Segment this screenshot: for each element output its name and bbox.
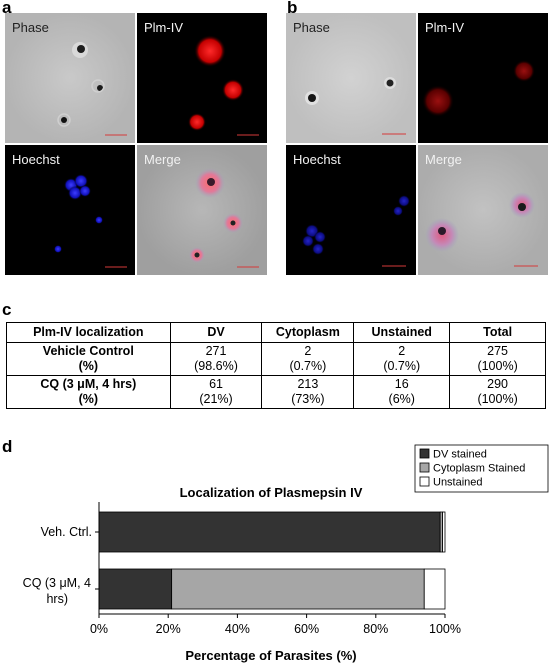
legend-entry: Unstained [433,477,483,489]
header-cell: Unstained [353,322,451,343]
panel-letter-c: c [2,300,12,319]
localization-stacked-bar-chart: DV stained Cytoplasm Stained Unstained Loc… [23,444,549,663]
panel-letter-d: d [2,437,13,456]
chart-axes [95,502,446,618]
cell-count: 16 [394,377,409,391]
chart-title: Localization of Plasmepsin IV [180,485,363,500]
header-cell: Plm-IV localization [6,322,171,343]
cell-percent: (98.6%) [194,359,238,373]
bar-segment [171,568,425,610]
table-cell: 2 (0.7%) [261,342,355,376]
table-cell: 275 (100%) [449,342,546,376]
category-label: hrs) [46,592,68,606]
legend-entry: Cytoplasm Stained [433,463,525,475]
cell-count: 290 [487,377,509,391]
table-header-row: Plm-IV localization DV Cytoplasm Unstain… [6,322,546,343]
table-row: CQ (3 μM, 4 hrs) (%) 61 (21%) 213 (73%) 16… [6,375,546,409]
row-label: Vehicle Control (%) [6,342,171,376]
header-cell: DV [169,322,263,343]
x-tick-label: 80% [363,622,388,636]
x-axis-label: Percentage of Parasites (%) [185,648,356,663]
table-cell: 290 (100%) [449,375,546,409]
micrograph-b-hoechst: Hoechst [286,145,416,275]
table-cell: 61 (21%) [169,375,263,409]
cell-count: 271 [205,344,227,358]
header-cell: Cytoplasm [261,322,355,343]
legend-entry: DV stained [433,449,487,461]
bar-segment [423,568,446,610]
micrograph-b-merge: Merge [418,145,548,275]
micrograph-a-hoechst: Hoechst [5,145,135,275]
cell-percent: (0.7%) [289,359,327,373]
x-tick-label: 20% [156,622,181,636]
row-label-line: (%) [78,392,99,406]
merge-image [418,145,548,275]
row-label-line: (%) [78,359,99,373]
micrograph-b-phase: Phase [286,13,416,143]
table-cell: 271 (98.6%) [169,342,263,376]
legend-swatch [419,448,430,459]
legend-swatch [419,476,430,487]
hoechst-fluorescence-image [54,174,127,268]
x-tick-label: 60% [294,622,319,636]
cell-percent: (0.7%) [383,359,421,373]
row-label-line: Vehicle Control [42,344,134,358]
cell-count: 2 [304,344,312,358]
hoechst-fluorescence-image [302,195,410,267]
cell-count: 275 [487,344,509,358]
table-row: Vehicle Control (%) 271 (98.6%) 2 (0.7%) 2… [6,342,546,376]
table-cell: 2 (0.7%) [353,342,451,376]
tile-label: Hoechst [293,152,341,167]
x-tick-label: 40% [225,622,250,636]
tick-labels: 0% 20% 40% 60% 80% 100% [90,622,461,636]
header-cell: Total [449,322,546,343]
panel-letter-b: b [287,0,298,17]
micrograph-a-plm-iv: Plm-IV [137,13,267,143]
row-label: CQ (3 μM, 4 hrs) (%) [6,375,171,409]
localization-table: Plm-IV localization DV Cytoplasm Unstain… [6,322,546,409]
tile-label: Hoechst [12,152,60,167]
plm-iv-fluorescence-image [188,35,259,136]
legend-box [414,444,549,493]
category-labels: Veh. Ctrl. CQ (3 μM, 4 hrs) [23,525,92,606]
bar-segment [98,568,173,610]
legend-swatch [419,462,430,473]
micrograph-b-plm-iv: Plm-IV [418,13,548,143]
cell-count: 213 [297,377,319,391]
cell-percent: (100%) [477,392,518,406]
cell-percent: (100%) [477,359,518,373]
cell-percent: (73%) [291,392,325,406]
tile-label: Plm-IV [144,20,183,35]
plm-iv-fluorescence-image [422,60,535,117]
chart-legend: DV stained Cytoplasm Stained Unstained [414,444,549,493]
panel-letter-a: a [2,0,12,17]
micrograph-a-merge: Merge [137,145,267,275]
cell-percent: (21%) [199,392,233,406]
cell-percent: (6%) [388,392,415,406]
micrograph-a-phase: Phase [5,13,135,143]
tile-label: Merge [144,152,181,167]
tile-label: Merge [425,152,462,167]
bar-segment [98,511,441,553]
cell-count: 61 [209,377,223,391]
tile-label: Plm-IV [425,20,464,35]
row-label-line: CQ (3 μM, 4 hrs) [40,377,137,391]
phase-cells-image [5,13,135,143]
bar-segment [442,511,446,553]
x-tick-label: 100% [429,622,461,636]
tile-label: Phase [12,20,49,35]
table-cell: 213 (73%) [261,375,355,409]
tile-label: Phase [293,20,330,35]
cell-count: 2 [398,344,406,358]
x-tick-label: 0% [90,622,108,636]
chart-bars [98,511,446,610]
category-label: Veh. Ctrl. [41,525,92,539]
phase-cells-image [286,13,416,143]
merge-image [137,145,267,275]
category-label: CQ (3 μM, 4 [23,576,91,590]
table-cell: 16 (6%) [353,375,451,409]
